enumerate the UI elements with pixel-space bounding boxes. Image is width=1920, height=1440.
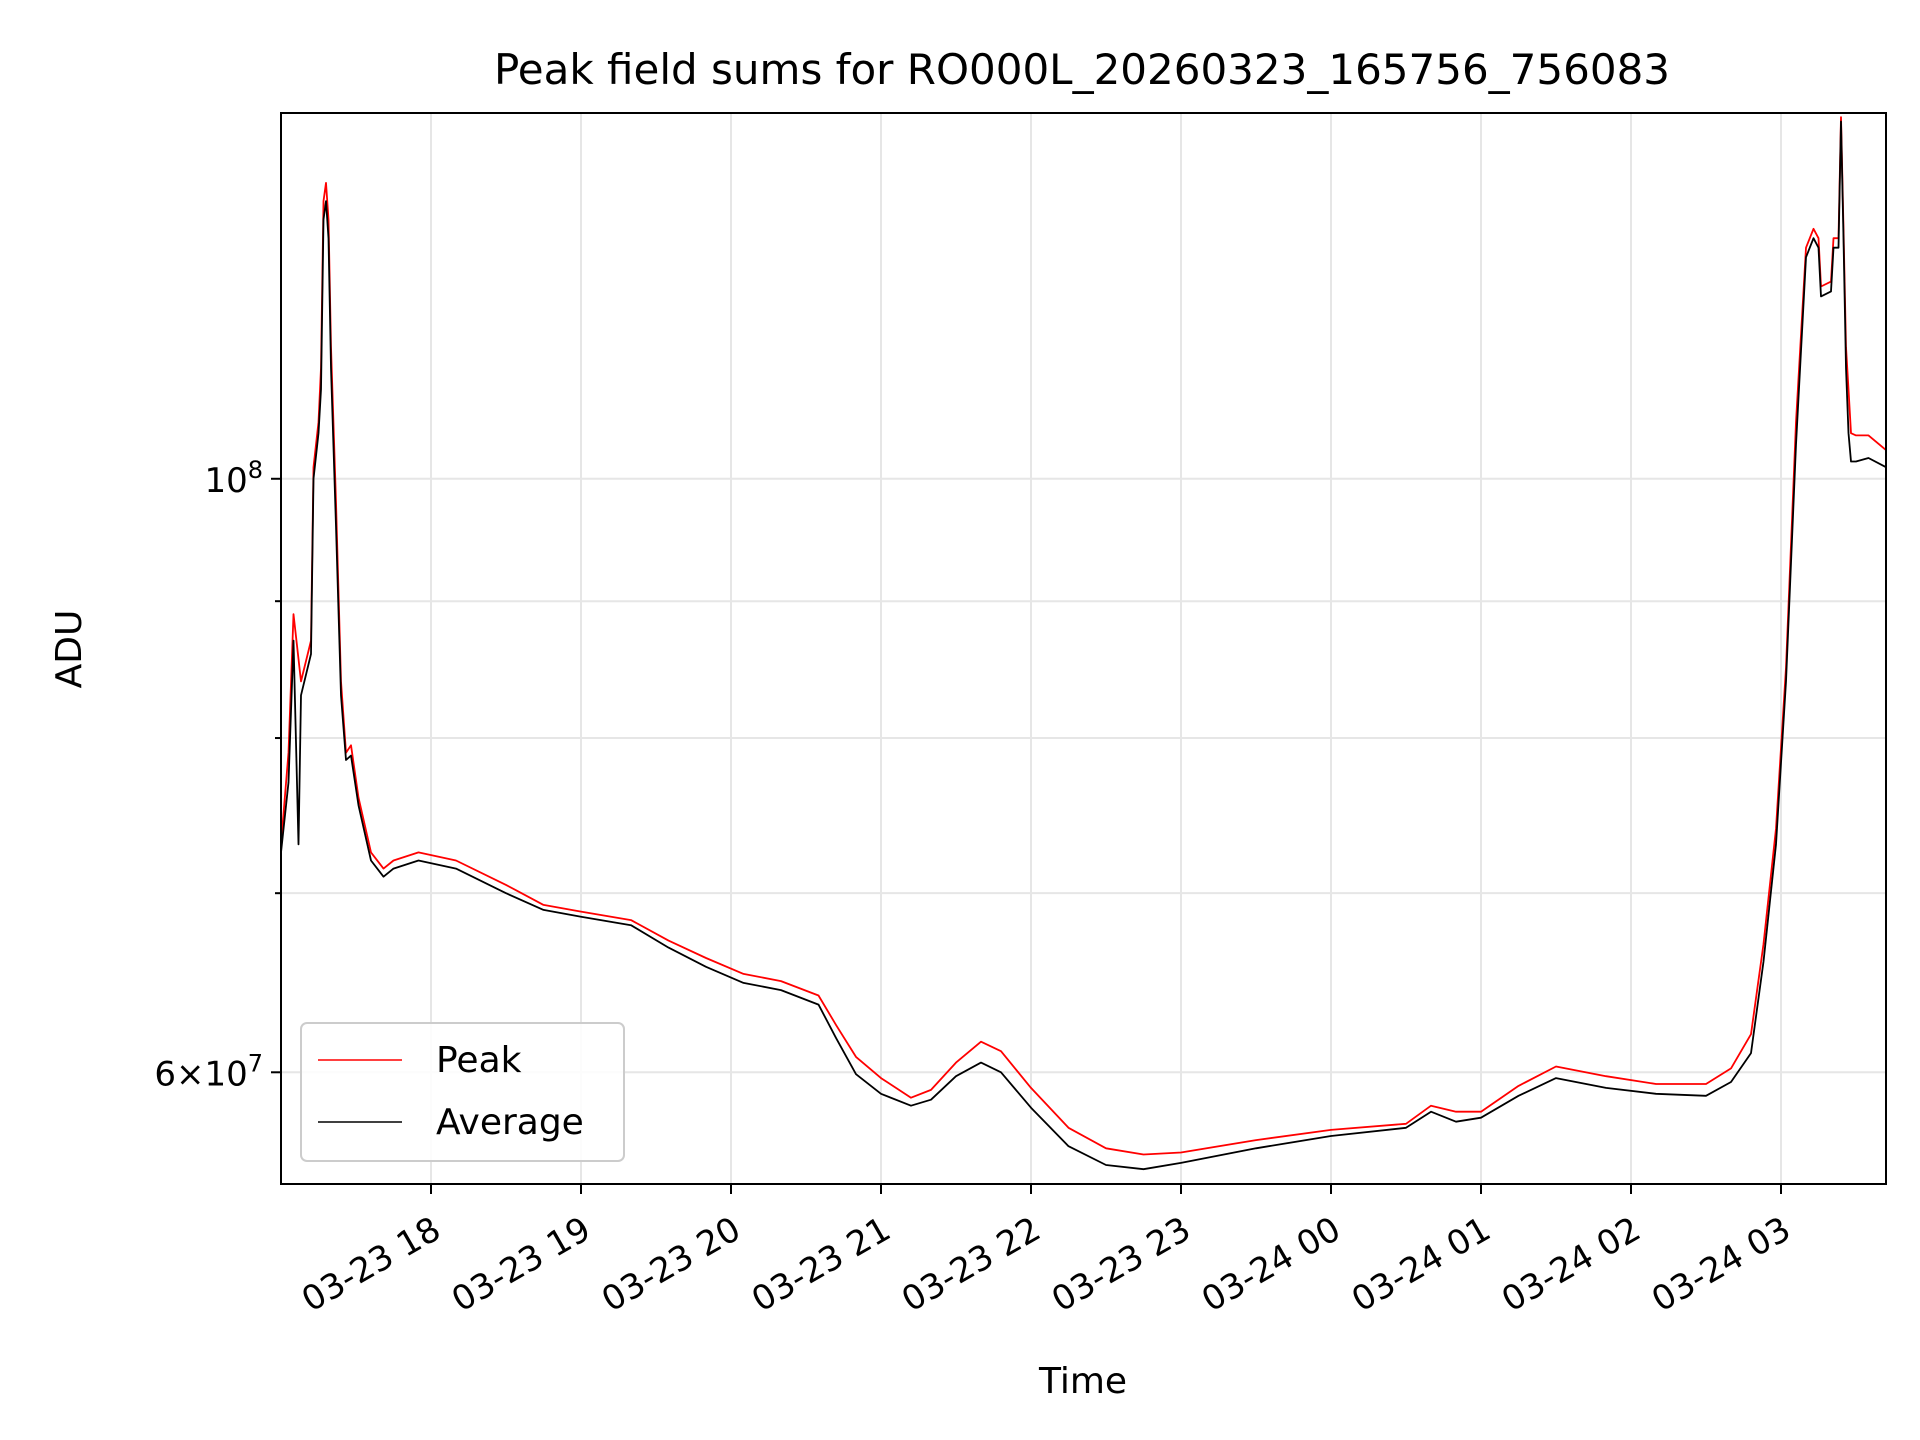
plot-frame	[280, 112, 1887, 1185]
y-tick-label: 6×107	[154, 1049, 263, 1094]
legend: Peak Average	[300, 1022, 625, 1162]
legend-label-average: Average	[436, 1102, 584, 1143]
plot-area	[281, 113, 1886, 1184]
y-axis-label: ADU	[49, 610, 90, 689]
legend-label-peak: Peak	[436, 1040, 522, 1081]
legend-box	[300, 1022, 625, 1162]
series-line-average	[281, 120, 1886, 1171]
series-layer	[281, 116, 1886, 1171]
x-axis-label: Time	[1038, 1361, 1127, 1402]
chart-title: Peak field sums for RO000L_20260323_1657…	[494, 45, 1670, 94]
grid	[281, 113, 1886, 1184]
y-axis: 108 6×107	[154, 456, 281, 1094]
y-tick-label: 108	[204, 456, 263, 501]
